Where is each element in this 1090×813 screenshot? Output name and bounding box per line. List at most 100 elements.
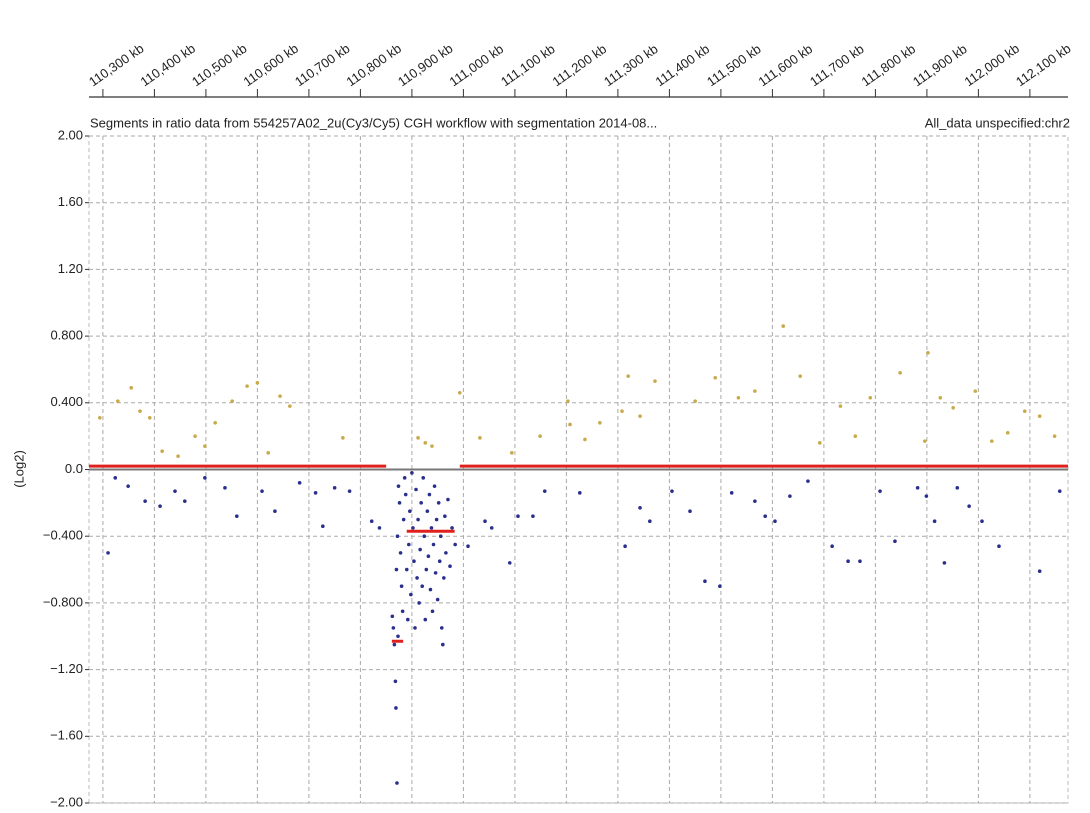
data-point: [598, 421, 602, 425]
data-point: [531, 514, 535, 518]
data-point: [436, 501, 441, 505]
data-point: [417, 601, 421, 605]
data-point: [542, 489, 547, 493]
data-point: [414, 487, 418, 492]
data-point: [444, 551, 448, 555]
y-tick-label: −1.20: [50, 661, 83, 676]
data-point: [736, 395, 741, 400]
data-point: [429, 526, 434, 530]
data-point: [147, 416, 152, 420]
x-tick-label: 111,400 kb: [652, 41, 712, 89]
data-point: [688, 509, 692, 513]
data-point: [235, 514, 239, 518]
data-point: [203, 476, 207, 480]
data-point: [951, 406, 955, 410]
data-point: [507, 561, 512, 565]
data-point: [955, 486, 960, 490]
data-point: [788, 494, 792, 498]
data-point: [626, 374, 630, 378]
data-point: [431, 542, 436, 547]
data-point: [395, 781, 399, 785]
data-point: [213, 421, 217, 425]
y-axis-label: (Log2): [11, 450, 26, 488]
data-point: [430, 444, 434, 448]
data-point: [158, 504, 162, 508]
data-point: [510, 451, 514, 455]
data-point: [126, 484, 130, 488]
data-point: [98, 416, 102, 420]
x-tick-label: 112,100 kb: [1013, 41, 1074, 90]
data-point: [489, 526, 494, 530]
data-point: [915, 486, 920, 490]
data-point: [457, 390, 462, 395]
data-point: [440, 642, 445, 647]
data-point: [781, 324, 786, 328]
y-tick-label: 0.400: [50, 394, 83, 409]
data-point: [369, 519, 374, 523]
data-point: [427, 492, 432, 497]
data-point: [753, 389, 757, 393]
data-point: [416, 517, 420, 522]
data-point: [398, 551, 403, 555]
x-tick-label: 110,700 kb: [292, 41, 353, 90]
data-point: [416, 436, 420, 440]
data-point: [182, 499, 187, 503]
data-point: [1057, 489, 1062, 493]
chart-subtitle: All_data unspecified:chr2: [925, 115, 1070, 130]
data-point: [396, 484, 401, 488]
data-point: [321, 524, 325, 528]
data-point: [693, 399, 697, 403]
data-point: [273, 509, 277, 513]
data-point: [718, 584, 722, 589]
data-point: [423, 441, 428, 445]
data-point: [428, 587, 433, 592]
data-point: [638, 414, 642, 418]
data-point: [753, 499, 757, 503]
x-tick-label: 111,600 kb: [755, 41, 815, 89]
data-point: [893, 539, 897, 544]
data-point: [923, 439, 927, 443]
data-point: [1005, 431, 1010, 435]
data-point: [411, 526, 415, 530]
data-point: [438, 534, 443, 538]
data-point: [288, 404, 292, 408]
data-point: [396, 634, 400, 639]
data-point: [426, 554, 431, 559]
x-tick-label: 111,700 kb: [807, 41, 867, 89]
data-point: [413, 626, 417, 630]
data-point: [255, 380, 260, 385]
y-tick-label: 1.60: [58, 194, 83, 209]
data-point: [973, 389, 978, 393]
data-point: [435, 597, 440, 602]
data-point: [1052, 434, 1057, 438]
y-tick-label: 1.20: [58, 261, 83, 276]
data-point: [173, 489, 177, 493]
data-point: [415, 576, 419, 580]
data-point: [439, 626, 444, 630]
data-point: [898, 370, 902, 375]
data-point: [448, 564, 452, 569]
x-tick-label: 111,500 kb: [704, 41, 764, 89]
data-point: [405, 617, 410, 622]
data-point: [421, 476, 426, 480]
data-point: [670, 489, 674, 493]
data-point: [392, 642, 397, 647]
data-point: [266, 451, 271, 455]
data-point: [230, 399, 234, 403]
data-point: [830, 544, 834, 549]
data-point: [332, 486, 337, 490]
data-point: [423, 617, 428, 622]
y-tick-label: −2.00: [50, 794, 83, 809]
data-point: [798, 374, 803, 378]
x-tick-label: 110,800 kb: [343, 41, 404, 90]
data-point: [129, 385, 134, 390]
data-point: [313, 491, 318, 495]
data-point: [408, 509, 412, 513]
data-point: [583, 437, 587, 442]
data-point: [393, 679, 398, 684]
data-point: [806, 479, 810, 483]
data-point: [648, 519, 652, 523]
data-point: [403, 492, 408, 497]
data-point: [1022, 409, 1027, 413]
data-point: [409, 592, 413, 597]
